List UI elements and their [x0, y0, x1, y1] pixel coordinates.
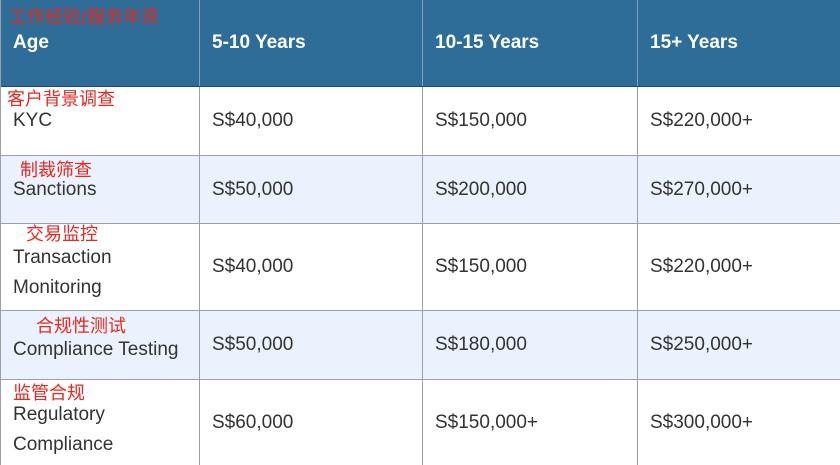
role-chinese-annotation: 客户背景调查	[7, 89, 115, 110]
role-cell: 合规性测试 Compliance Testing	[1, 311, 200, 379]
role-chinese-annotation: 交易监控	[26, 224, 98, 245]
role-label-line-1: Transaction	[13, 247, 112, 268]
salary-15-plus: S$250,000+	[650, 334, 754, 355]
role-cell: 客户背景调查 KYC	[1, 87, 200, 155]
role-label-line-2: Monitoring	[13, 277, 102, 298]
role-label: KYC	[13, 110, 53, 131]
header-10-15-years: 10-15 Years	[423, 0, 638, 86]
role-chinese-annotation: 监管合规	[13, 383, 85, 404]
salary-5-10: S$40,000	[200, 87, 423, 155]
table-row: 监管合规 Regulatory Compliance S$60,000 S$15…	[1, 380, 840, 465]
salary-15-plus: S$220,000+	[650, 256, 754, 277]
header-age-cell: 工作经验/服务年资 Age	[1, 0, 200, 86]
salary-10-15: S$150,000+	[423, 380, 638, 465]
role-label: Transaction Monitoring	[13, 243, 112, 303]
salary-10-15: S$200,000	[423, 156, 638, 223]
role-label: Sanctions	[13, 178, 97, 200]
header-chinese-annotation: 工作经验/服务年资	[9, 7, 160, 28]
table-header-row: 工作经验/服务年资 Age 5-10 Years 10-15 Years 15+…	[1, 0, 840, 87]
table-row: 制裁筛查 Sanctions S$50,000 S$200,000 S$270,…	[1, 156, 840, 224]
salary-10-15: S$180,000	[423, 311, 638, 379]
role-chinese-annotation: 合规性测试	[36, 316, 126, 337]
table-row: 合规性测试 Compliance Testing S$50,000 S$180,…	[1, 311, 840, 380]
salary-15-plus: S$220,000+	[650, 110, 754, 131]
header-15-plus-years: 15+ Years	[650, 32, 738, 53]
role-label: Regulatory Compliance	[13, 400, 113, 460]
role-label: Compliance Testing	[13, 339, 179, 360]
salary-5-10: S$60,000	[200, 380, 423, 465]
header-age-label: Age	[13, 32, 49, 53]
salary-5-10: S$50,000	[200, 156, 423, 223]
salary-5-10: S$50,000	[200, 311, 423, 379]
role-cell: 交易监控 Transaction Monitoring	[1, 224, 200, 310]
role-label-line-2: Compliance	[13, 433, 114, 455]
table-row: 客户背景调查 KYC S$40,000 S$150,000 S$220,000+	[1, 87, 840, 156]
salary-15-plus: S$270,000+	[650, 178, 754, 200]
role-cell: 制裁筛查 Sanctions	[1, 156, 200, 223]
role-label-line-1: Regulatory	[13, 403, 105, 425]
salary-5-10: S$40,000	[200, 224, 423, 310]
salary-15-plus: S$300,000+	[650, 411, 754, 433]
table-row: 交易监控 Transaction Monitoring S$40,000 S$1…	[1, 224, 840, 311]
salary-10-15: S$150,000	[423, 87, 638, 155]
salary-10-15: S$150,000	[423, 224, 638, 310]
role-cell: 监管合规 Regulatory Compliance	[1, 380, 200, 465]
header-5-10-years: 5-10 Years	[200, 0, 423, 86]
role-chinese-annotation: 制裁筛查	[20, 160, 92, 181]
